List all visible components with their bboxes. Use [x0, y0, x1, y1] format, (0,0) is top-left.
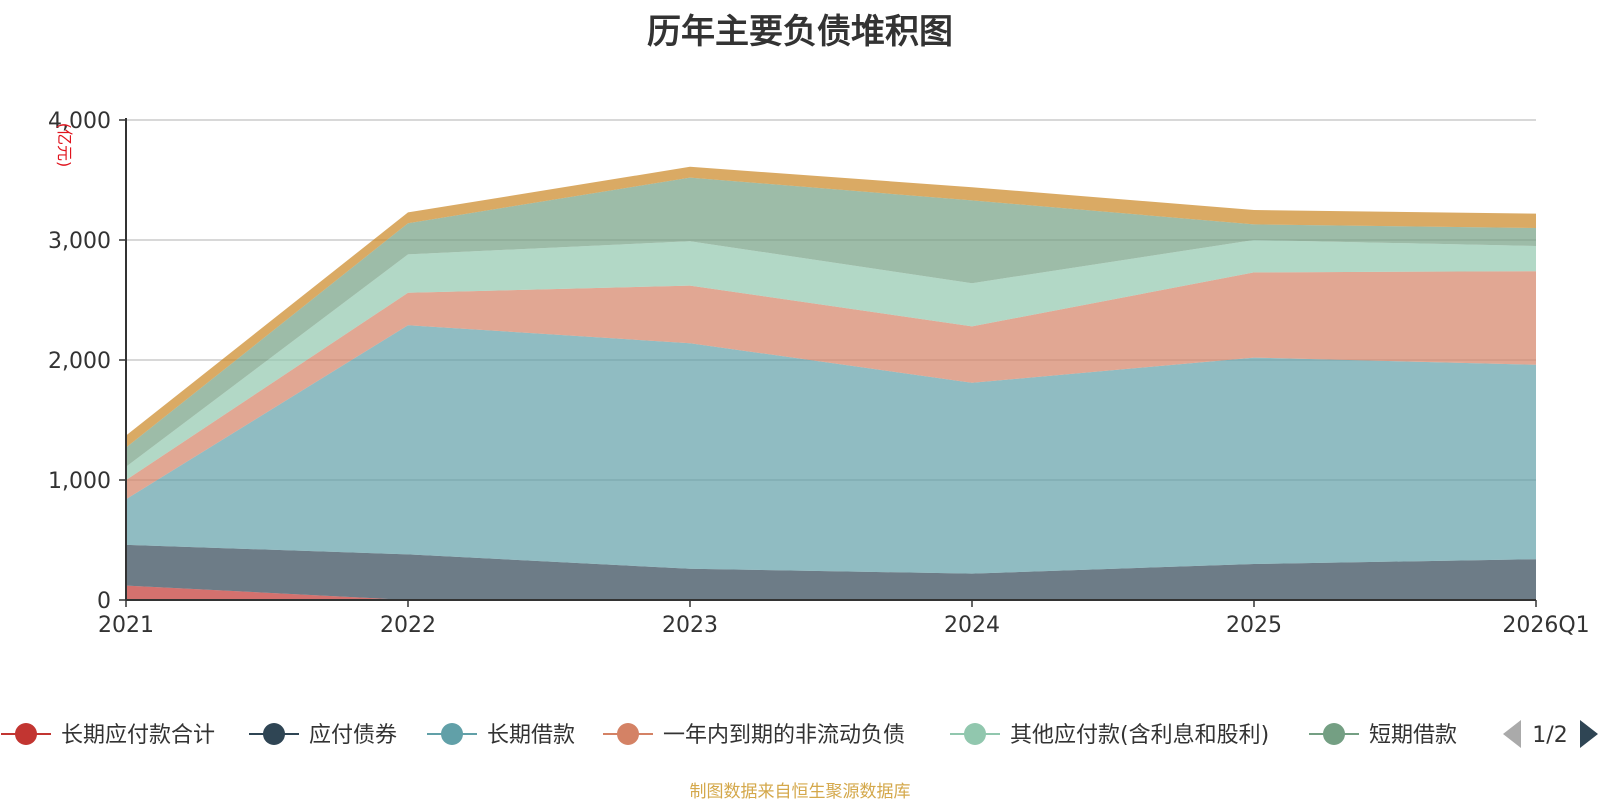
legend-page-indicator: 1/2: [1532, 723, 1567, 748]
legend-marker: [617, 723, 639, 745]
legend-label: 短期借款: [1369, 723, 1457, 748]
x-tick-label: 2024: [944, 613, 1000, 638]
legend-marker: [1323, 723, 1345, 745]
legend-item[interactable]: 一年内到期的非流动负债: [603, 723, 905, 748]
x-tick-label: 2023: [662, 613, 718, 638]
legend-marker: [263, 723, 285, 745]
legend[interactable]: 长期应付款合计 应付债券 长期借款 一年内到期的非流动负债 其他应付款(含利息和股利) 短…: [1, 723, 1457, 748]
area-series-3: [126, 271, 1536, 500]
legend-item[interactable]: 其他应付款(含利息和股利): [950, 723, 1269, 748]
legend-marker: [15, 723, 37, 745]
area-series-2: [126, 325, 1536, 574]
x-tick-label: 2026Q1: [1502, 613, 1589, 638]
legend-label: 长期应付款合计: [61, 723, 215, 748]
y-tick-label: 0: [97, 589, 111, 614]
area-series-5: [126, 177, 1536, 467]
legend-item[interactable]: 应付债券: [249, 723, 397, 748]
legend-prev-icon[interactable]: [1503, 720, 1521, 748]
x-tick-label: 2022: [380, 613, 436, 638]
x-tick-label: 2021: [98, 613, 154, 638]
chart-title: 历年主要负债堆积图: [647, 12, 953, 52]
area-series-4: [126, 240, 1536, 480]
unit-label: (亿元): [55, 123, 74, 168]
legend-next-icon[interactable]: [1580, 720, 1598, 748]
y-tick-label: 2,000: [48, 349, 111, 374]
area-series-0: [126, 585, 1536, 600]
axes: 0 1,000 2,000 3,000 4,000 2021 2022 2023 2024 202…: [48, 109, 1590, 638]
legend-label: 一年内到期的非流动负债: [663, 723, 905, 748]
y-tick-label: 4,000: [48, 109, 111, 134]
y-tick-label: 3,000: [48, 229, 111, 254]
y-tick-label: 1,000: [48, 469, 111, 494]
legend-item[interactable]: 长期借款: [427, 723, 575, 748]
legend-label: 其他应付款(含利息和股利): [1010, 723, 1269, 748]
legend-item[interactable]: 短期借款: [1309, 723, 1457, 748]
legend-pager[interactable]: 1/2: [1503, 720, 1598, 748]
area-layer: [126, 166, 1536, 600]
legend-marker: [441, 723, 463, 745]
data-source-note: 制图数据来自恒生聚源数据库: [689, 782, 911, 802]
area-series-1: [126, 544, 1536, 600]
legend-label: 长期借款: [487, 723, 575, 748]
legend-label: 应付债券: [309, 723, 397, 748]
legend-marker: [964, 723, 986, 745]
legend-item[interactable]: 长期应付款合计: [1, 723, 215, 748]
x-tick-label: 2025: [1226, 613, 1282, 638]
